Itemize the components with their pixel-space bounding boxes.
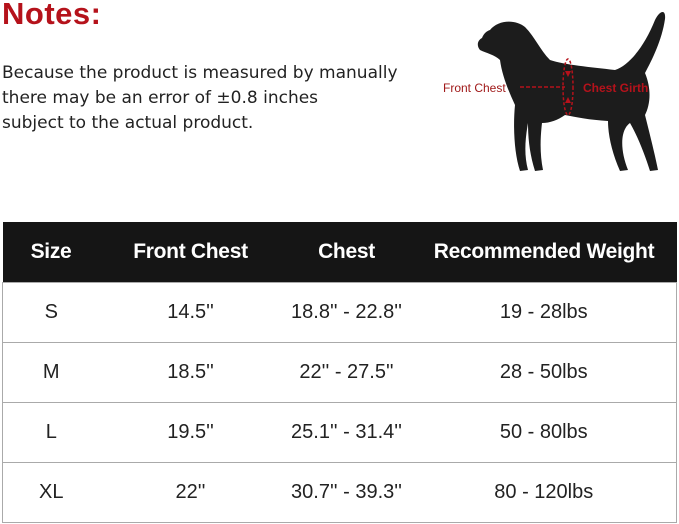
cell-front-chest: 14.5''	[99, 282, 282, 343]
notes-line: there may be an error of ±0.8 inches	[2, 88, 319, 108]
cell-size: M	[2, 342, 100, 403]
cell-chest: 30.7'' - 39.3''	[281, 462, 412, 523]
notes-title: Notes:	[2, 0, 102, 31]
cell-chest: 22'' - 27.5''	[281, 342, 412, 403]
header-recommended-weight: Recommended Weight	[411, 222, 677, 283]
table-row: S 14.5'' 18.8'' - 22.8'' 19 - 28lbs	[2, 282, 677, 343]
dog-silhouette-icon	[477, 11, 666, 172]
front-chest-label: Front Chest	[443, 81, 506, 95]
size-chart-table: Size Front Chest Chest Recommended Weigh…	[2, 222, 677, 523]
table-header-row: Size Front Chest Chest Recommended Weigh…	[2, 222, 677, 283]
cell-front-chest: 18.5''	[99, 342, 282, 403]
header-front-chest: Front Chest	[99, 222, 282, 283]
cell-weight: 28 - 50lbs	[411, 342, 677, 403]
notes-line: subject to the actual product.	[2, 113, 254, 133]
header-chest: Chest	[281, 222, 412, 283]
cell-chest: 25.1'' - 31.4''	[281, 402, 412, 463]
cell-size: XL	[2, 462, 100, 523]
notes-text: Because the product is measured by manua…	[2, 61, 398, 136]
cell-front-chest: 22''	[99, 462, 282, 523]
cell-chest: 18.8'' - 22.8''	[281, 282, 412, 343]
table-row: L 19.5'' 25.1'' - 31.4'' 50 - 80lbs	[2, 402, 677, 463]
cell-weight: 50 - 80lbs	[411, 402, 677, 463]
notes-line: Because the product is measured by manua…	[2, 63, 398, 83]
table-row: XL 22'' 30.7'' - 39.3'' 80 - 120lbs	[2, 462, 677, 523]
header-size: Size	[2, 222, 100, 283]
cell-size: L	[2, 402, 100, 463]
cell-front-chest: 19.5''	[99, 402, 282, 463]
cell-weight: 19 - 28lbs	[411, 282, 677, 343]
dog-measurement-diagram: Front Chest Chest Girth	[443, 11, 666, 172]
table-row: M 18.5'' 22'' - 27.5'' 28 - 50lbs	[2, 342, 677, 403]
cell-weight: 80 - 120lbs	[411, 462, 677, 523]
chest-girth-label: Chest Girth	[583, 81, 648, 95]
cell-size: S	[2, 282, 100, 343]
